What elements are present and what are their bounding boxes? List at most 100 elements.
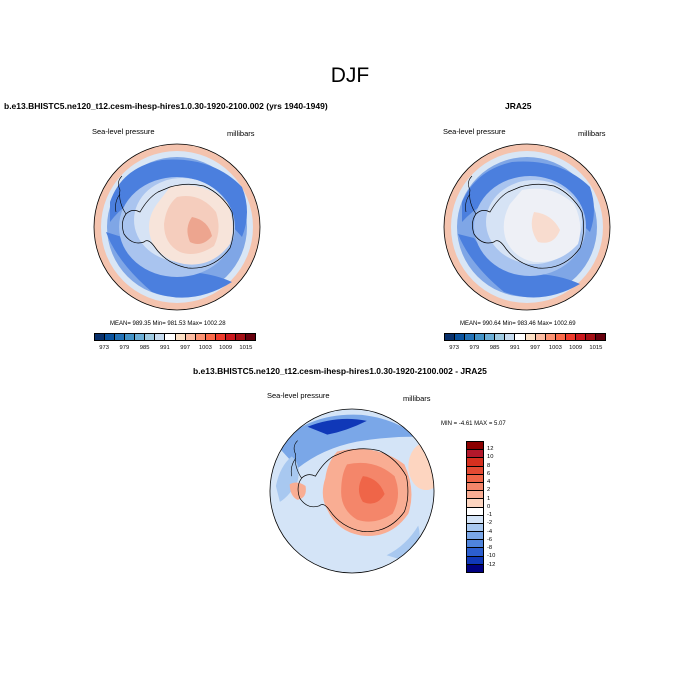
- colorbar-level-label: -8: [487, 545, 493, 551]
- colorbar-swatch: [135, 334, 146, 340]
- colorbar-swatch: [195, 334, 206, 340]
- colorbar-swatch: [467, 540, 483, 549]
- colorbar-tick-label: 979: [119, 345, 130, 351]
- obs-polar-map: [443, 143, 611, 311]
- colorbar-swatch: [467, 507, 483, 516]
- colorbar-level-label: 2: [487, 487, 491, 494]
- colorbar-level-label: -6: [487, 536, 493, 543]
- colorbar-swatch: [467, 556, 483, 565]
- colorbar-swatch: [205, 334, 216, 340]
- colorbar-swatch: [125, 334, 136, 340]
- colorbar-swatch: [467, 532, 483, 541]
- diff-polar-map: [269, 408, 435, 574]
- diff-colorbar-labels: 12 10 8 6 4 2 1 0 -1 -2 -4 -6 -8 -10 -12: [487, 445, 495, 569]
- colorbar-tick-label: 1003: [198, 345, 212, 351]
- diff-stats: MIN = -4.61 MAX = 5.07: [441, 421, 506, 427]
- colorbar-swatch: [235, 334, 246, 340]
- colorbar-tick-label: 997: [530, 345, 540, 351]
- colorbar-tick-label: 1009: [219, 345, 233, 351]
- colorbar-swatch: [245, 334, 255, 340]
- figure-title: DJF: [330, 64, 370, 87]
- colorbar-swatch: [175, 334, 186, 340]
- colorbar-tick-label: 1009: [569, 345, 583, 351]
- colorbar-level-label: 4: [487, 479, 491, 485]
- colorbar-tick-label: 1015: [589, 345, 603, 351]
- colorbar-swatch: [467, 442, 483, 451]
- colorbar-tick-label: 991: [510, 345, 520, 351]
- colorbar-swatch: [95, 334, 106, 340]
- colorbar-swatch: [495, 334, 506, 340]
- model-colorbar: [94, 333, 256, 341]
- colorbar-swatch: [467, 523, 483, 533]
- obs-units-label: millibars: [578, 129, 606, 138]
- colorbar-swatch: [545, 334, 556, 340]
- colorbar-level-label: 6: [487, 470, 491, 477]
- diff-units-label: millibars: [403, 394, 431, 403]
- colorbar-swatch: [555, 334, 566, 340]
- model-variable-label: Sea-level pressure: [92, 127, 155, 136]
- colorbar-level-label: 1: [487, 495, 491, 502]
- obs-variable-label: Sea-level pressure: [443, 127, 506, 136]
- colorbar-swatch: [467, 499, 483, 508]
- colorbar-swatch: [525, 334, 536, 340]
- colorbar-swatch: [455, 334, 466, 340]
- colorbar-swatch: [505, 334, 516, 340]
- colorbar-swatch: [467, 450, 483, 459]
- colorbar-swatch: [467, 482, 483, 492]
- colorbar-level-label: 12: [487, 446, 494, 452]
- colorbar-swatch: [475, 334, 486, 340]
- colorbar-swatch: [535, 334, 546, 340]
- colorbar-tick-label: 979: [469, 345, 480, 351]
- colorbar-level-label: 0: [487, 503, 491, 510]
- colorbar-tick-label: 991: [160, 345, 170, 351]
- colorbar-swatch: [485, 334, 496, 340]
- colorbar-swatch: [165, 334, 176, 340]
- colorbar-swatch: [155, 334, 166, 340]
- colorbar-swatch: [467, 515, 483, 524]
- model-panel-title: b.e13.BHISTC5.ne120_t12.cesm-ihesp-hires…: [4, 101, 328, 111]
- colorbar-tick-label: 973: [99, 345, 109, 351]
- colorbar-swatch: [515, 334, 526, 340]
- colorbar-swatch: [465, 334, 476, 340]
- model-colorbar-ticks: 973 979 985 991 997 1003 1009 1015: [94, 345, 256, 351]
- colorbar-level-label: -2: [487, 520, 493, 527]
- colorbar-swatch: [467, 548, 483, 557]
- colorbar-tick-label: 1003: [548, 345, 562, 351]
- diff-variable-label: Sea-level pressure: [267, 391, 330, 400]
- colorbar-swatch: [145, 334, 156, 340]
- model-units-label: millibars: [227, 129, 255, 138]
- colorbar-swatch: [467, 474, 483, 483]
- colorbar-swatch: [225, 334, 236, 340]
- colorbar-level-label: -10: [487, 553, 496, 560]
- colorbar-swatch: [215, 334, 226, 340]
- colorbar-swatch: [575, 334, 586, 340]
- obs-stats: MEAN= 990.64 Min= 983.46 Max= 1002.69: [460, 321, 576, 327]
- colorbar-swatch: [105, 334, 116, 340]
- colorbar-level-label: 8: [487, 462, 491, 469]
- colorbar-swatch: [565, 334, 576, 340]
- colorbar-tick-label: 985: [139, 345, 150, 351]
- colorbar-swatch: [185, 334, 196, 340]
- diff-panel-title: b.e13.BHISTC5.ne120_t12.cesm-ihesp-hires…: [193, 366, 487, 376]
- colorbar-tick-label: 997: [180, 345, 190, 351]
- colorbar-tick-label: 973: [449, 345, 459, 351]
- diff-colorbar: [466, 441, 484, 573]
- colorbar-swatch: [595, 334, 605, 340]
- obs-colorbar-ticks: 973 979 985 991 997 1003 1009 1015: [444, 345, 606, 351]
- colorbar-swatch: [467, 466, 483, 475]
- colorbar-level-label: -12: [487, 561, 496, 568]
- colorbar-level-label: 10: [487, 454, 494, 461]
- model-polar-map: [93, 143, 261, 311]
- colorbar-tick-label: 1015: [239, 345, 253, 351]
- colorbar-level-label: -4: [487, 528, 493, 535]
- colorbar-swatch: [115, 334, 126, 340]
- obs-colorbar: [444, 333, 606, 341]
- colorbar-swatch: [445, 334, 456, 340]
- obs-panel-title: JRA25: [505, 101, 532, 111]
- model-stats: MEAN= 989.35 Min= 981.53 Max= 1002.28: [110, 321, 226, 327]
- colorbar-swatch: [467, 458, 483, 467]
- colorbar-swatch: [467, 564, 483, 572]
- colorbar-level-label: -1: [487, 512, 493, 518]
- colorbar-swatch: [585, 334, 596, 340]
- colorbar-tick-label: 985: [489, 345, 500, 351]
